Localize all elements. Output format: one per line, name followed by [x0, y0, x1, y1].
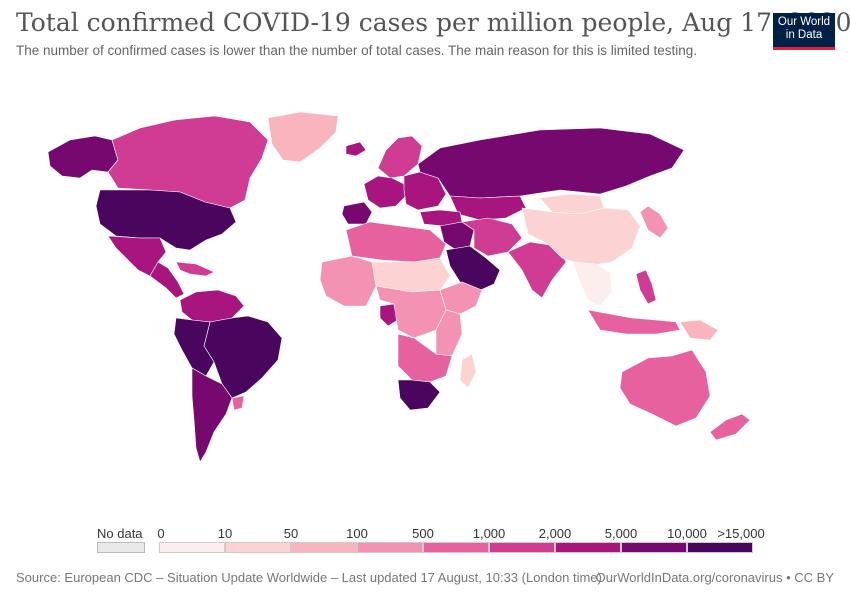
region-kazakhstan[interactable]	[449, 195, 527, 221]
region-iberia[interactable]	[341, 201, 373, 225]
region-southern-africa[interactable]	[397, 333, 453, 383]
region-philippines[interactable]	[635, 269, 657, 305]
region-west-africa[interactable]	[319, 255, 377, 307]
region-chile-argentina[interactable]	[191, 367, 233, 463]
region-russia[interactable]	[417, 127, 685, 199]
credit-link[interactable]: OurWorldInData.org/coronavirus • CC BY	[595, 570, 834, 585]
region-usa[interactable]	[95, 189, 237, 251]
region-canada[interactable]	[107, 115, 269, 209]
region-arabian-peninsula[interactable]	[445, 245, 501, 293]
region-alaska[interactable]	[47, 135, 119, 179]
region-north-africa[interactable]	[345, 221, 447, 263]
region-madagascar[interactable]	[459, 353, 477, 389]
region-gabon[interactable]	[379, 303, 399, 327]
region-colombia-venezuela[interactable]	[179, 289, 245, 323]
region-indonesia[interactable]	[587, 309, 681, 335]
region-peru-bolivia[interactable]	[173, 317, 215, 377]
region-central-america[interactable]	[149, 261, 185, 299]
region-sahel[interactable]	[371, 257, 451, 293]
region-new-zealand[interactable]	[709, 413, 751, 441]
region-japan-korea[interactable]	[639, 205, 669, 239]
region-southeast-asia[interactable]	[571, 261, 613, 307]
region-china[interactable]	[521, 207, 641, 267]
region-iceland[interactable]	[345, 141, 367, 157]
region-western-europe[interactable]	[363, 175, 407, 209]
region-uruguay[interactable]	[231, 395, 245, 411]
region-south-africa[interactable]	[397, 379, 441, 411]
logo-line-1: Our World	[777, 16, 831, 28]
region-scandinavia[interactable]	[377, 135, 423, 179]
region-australia[interactable]	[619, 349, 711, 427]
chart-subtitle: The number of confirmed cases is lower t…	[16, 43, 698, 58]
region-png[interactable]	[679, 319, 719, 341]
region-caribbean[interactable]	[175, 261, 215, 277]
region-india[interactable]	[507, 241, 567, 299]
logo-line-2: in Data	[785, 29, 823, 41]
source-note: Source: European CDC – Situation Update …	[16, 570, 602, 585]
owid-logo[interactable]: Our World in Data	[773, 13, 835, 50]
region-central-africa[interactable]	[375, 285, 447, 339]
region-greenland[interactable]	[267, 111, 339, 163]
chart-title: Total confirmed COVID-19 cases per milli…	[16, 8, 850, 37]
